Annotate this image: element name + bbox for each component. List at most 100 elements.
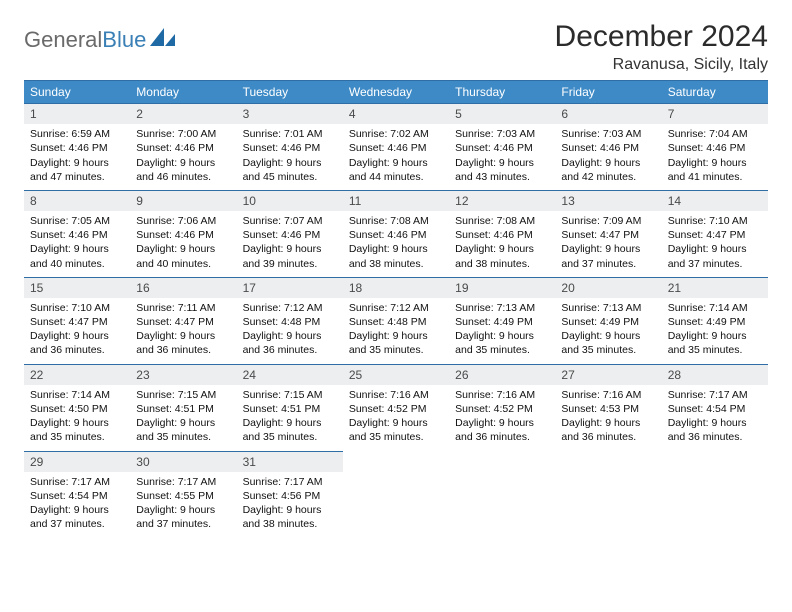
sunrise-text: Sunrise: 7:03 AM: [455, 127, 549, 141]
day-content: Sunrise: 7:13 AMSunset: 4:49 PMDaylight:…: [449, 298, 555, 364]
day-number: 18: [343, 277, 449, 298]
sunset-text: Sunset: 4:46 PM: [136, 228, 230, 242]
sunset-text: Sunset: 4:50 PM: [30, 402, 124, 416]
calendar-cell: 13Sunrise: 7:09 AMSunset: 4:47 PMDayligh…: [555, 190, 661, 277]
header: GeneralBlue December 2024 Ravanusa, Sici…: [24, 20, 768, 74]
daylight-text: and 40 minutes.: [30, 257, 124, 271]
day-content: Sunrise: 7:04 AMSunset: 4:46 PMDaylight:…: [662, 124, 768, 190]
sunset-text: Sunset: 4:51 PM: [243, 402, 337, 416]
sunset-text: Sunset: 4:47 PM: [561, 228, 655, 242]
sunset-text: Sunset: 4:54 PM: [30, 489, 124, 503]
daylight-text: Daylight: 9 hours: [30, 329, 124, 343]
day-content: Sunrise: 7:06 AMSunset: 4:46 PMDaylight:…: [130, 211, 236, 277]
sunset-text: Sunset: 4:47 PM: [668, 228, 762, 242]
sunset-text: Sunset: 4:46 PM: [349, 141, 443, 155]
daylight-text: Daylight: 9 hours: [243, 242, 337, 256]
daylight-text: and 35 minutes.: [136, 430, 230, 444]
day-number: 21: [662, 277, 768, 298]
sunrise-text: Sunrise: 7:16 AM: [561, 388, 655, 402]
daylight-text: Daylight: 9 hours: [349, 242, 443, 256]
daylight-text: Daylight: 9 hours: [668, 156, 762, 170]
calendar-cell: [449, 451, 555, 538]
day-header: Friday: [555, 81, 661, 103]
calendar-cell: 19Sunrise: 7:13 AMSunset: 4:49 PMDayligh…: [449, 277, 555, 364]
daylight-text: and 37 minutes.: [561, 257, 655, 271]
daylight-text: and 36 minutes.: [455, 430, 549, 444]
calendar-cell: 3Sunrise: 7:01 AMSunset: 4:46 PMDaylight…: [237, 103, 343, 190]
calendar-cell: 10Sunrise: 7:07 AMSunset: 4:46 PMDayligh…: [237, 190, 343, 277]
sunrise-text: Sunrise: 7:08 AM: [349, 214, 443, 228]
location-text: Ravanusa, Sicily, Italy: [555, 56, 768, 74]
sunset-text: Sunset: 4:46 PM: [561, 141, 655, 155]
day-content: Sunrise: 7:03 AMSunset: 4:46 PMDaylight:…: [449, 124, 555, 190]
day-number: 19: [449, 277, 555, 298]
sunrise-text: Sunrise: 7:14 AM: [30, 388, 124, 402]
daylight-text: Daylight: 9 hours: [136, 242, 230, 256]
day-number: 2: [130, 103, 236, 124]
day-number: 26: [449, 364, 555, 385]
sunset-text: Sunset: 4:46 PM: [349, 228, 443, 242]
daylight-text: Daylight: 9 hours: [136, 329, 230, 343]
daylight-text: and 46 minutes.: [136, 170, 230, 184]
calendar-cell: 9Sunrise: 7:06 AMSunset: 4:46 PMDaylight…: [130, 190, 236, 277]
day-number: 14: [662, 190, 768, 211]
day-content: Sunrise: 6:59 AMSunset: 4:46 PMDaylight:…: [24, 124, 130, 190]
daylight-text: and 40 minutes.: [136, 257, 230, 271]
day-number: 3: [237, 103, 343, 124]
sunset-text: Sunset: 4:52 PM: [349, 402, 443, 416]
daylight-text: Daylight: 9 hours: [30, 242, 124, 256]
calendar-cell: 29Sunrise: 7:17 AMSunset: 4:54 PMDayligh…: [24, 451, 130, 538]
daylight-text: Daylight: 9 hours: [668, 416, 762, 430]
sunrise-text: Sunrise: 7:10 AM: [668, 214, 762, 228]
calendar-cell: 7Sunrise: 7:04 AMSunset: 4:46 PMDaylight…: [662, 103, 768, 190]
sunrise-text: Sunrise: 7:17 AM: [668, 388, 762, 402]
calendar-cell: 12Sunrise: 7:08 AMSunset: 4:46 PMDayligh…: [449, 190, 555, 277]
calendar-cell: 6Sunrise: 7:03 AMSunset: 4:46 PMDaylight…: [555, 103, 661, 190]
sunrise-text: Sunrise: 7:12 AM: [243, 301, 337, 315]
day-content: Sunrise: 7:17 AMSunset: 4:54 PMDaylight:…: [662, 385, 768, 451]
day-content: Sunrise: 7:13 AMSunset: 4:49 PMDaylight:…: [555, 298, 661, 364]
daylight-text: and 37 minutes.: [136, 517, 230, 531]
day-number: 17: [237, 277, 343, 298]
day-content: Sunrise: 7:14 AMSunset: 4:50 PMDaylight:…: [24, 385, 130, 451]
day-number: 30: [130, 451, 236, 472]
day-content: Sunrise: 7:17 AMSunset: 4:55 PMDaylight:…: [130, 472, 236, 538]
day-content: Sunrise: 7:17 AMSunset: 4:56 PMDaylight:…: [237, 472, 343, 538]
logo-word-blue: Blue: [102, 27, 146, 53]
daylight-text: and 36 minutes.: [561, 430, 655, 444]
sunrise-text: Sunrise: 7:07 AM: [243, 214, 337, 228]
day-number: 16: [130, 277, 236, 298]
sunset-text: Sunset: 4:46 PM: [243, 228, 337, 242]
sunrise-text: Sunrise: 7:16 AM: [349, 388, 443, 402]
sunrise-text: Sunrise: 7:09 AM: [561, 214, 655, 228]
sunset-text: Sunset: 4:56 PM: [243, 489, 337, 503]
day-number: 28: [662, 364, 768, 385]
sunset-text: Sunset: 4:46 PM: [455, 228, 549, 242]
day-header: Saturday: [662, 81, 768, 103]
day-content: Sunrise: 7:16 AMSunset: 4:52 PMDaylight:…: [449, 385, 555, 451]
calendar-cell: 30Sunrise: 7:17 AMSunset: 4:55 PMDayligh…: [130, 451, 236, 538]
sunrise-text: Sunrise: 7:15 AM: [136, 388, 230, 402]
calendar-cell: 28Sunrise: 7:17 AMSunset: 4:54 PMDayligh…: [662, 364, 768, 451]
month-title: December 2024: [555, 20, 768, 54]
day-content: Sunrise: 7:17 AMSunset: 4:54 PMDaylight:…: [24, 472, 130, 538]
calendar-cell: 24Sunrise: 7:15 AMSunset: 4:51 PMDayligh…: [237, 364, 343, 451]
daylight-text: Daylight: 9 hours: [561, 156, 655, 170]
calendar-cell: 5Sunrise: 7:03 AMSunset: 4:46 PMDaylight…: [449, 103, 555, 190]
daylight-text: Daylight: 9 hours: [243, 416, 337, 430]
sunset-text: Sunset: 4:48 PM: [243, 315, 337, 329]
daylight-text: and 44 minutes.: [349, 170, 443, 184]
day-number: 8: [24, 190, 130, 211]
sunrise-text: Sunrise: 7:01 AM: [243, 127, 337, 141]
sunset-text: Sunset: 4:47 PM: [136, 315, 230, 329]
daylight-text: and 45 minutes.: [243, 170, 337, 184]
day-content: Sunrise: 7:05 AMSunset: 4:46 PMDaylight:…: [24, 211, 130, 277]
day-header: Sunday: [24, 81, 130, 103]
daylight-text: and 38 minutes.: [455, 257, 549, 271]
daylight-text: Daylight: 9 hours: [243, 156, 337, 170]
calendar-cell: [343, 451, 449, 538]
sunset-text: Sunset: 4:46 PM: [668, 141, 762, 155]
day-number: 24: [237, 364, 343, 385]
sunset-text: Sunset: 4:47 PM: [30, 315, 124, 329]
daylight-text: and 39 minutes.: [243, 257, 337, 271]
